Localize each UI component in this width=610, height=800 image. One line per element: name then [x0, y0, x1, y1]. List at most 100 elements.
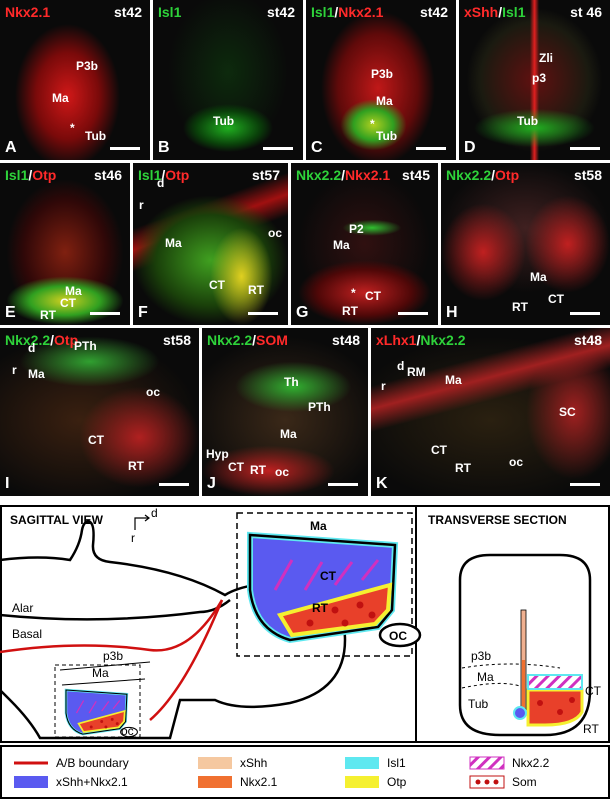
- marker-name: xLhx1: [376, 332, 417, 348]
- region-label: CT: [228, 460, 244, 474]
- axis-arrows: [134, 514, 150, 530]
- rt-region: [526, 688, 584, 727]
- region-label: r: [381, 379, 386, 393]
- legend-label: Nkx2.2: [512, 756, 550, 770]
- t-label-tub: Tub: [468, 697, 489, 711]
- panel-markers: xLhx1/Nkx2.2: [376, 333, 466, 347]
- stage-label: st57: [251, 167, 280, 183]
- marker-name: Isl1: [158, 4, 182, 20]
- region-label: d: [397, 359, 405, 373]
- marker-name: Nkx2.2: [446, 167, 492, 183]
- region-label: P3b: [371, 67, 394, 81]
- transverse-title: TRANSVERSE SECTION: [428, 513, 567, 527]
- scale-bar: [248, 312, 278, 315]
- region-label: oc: [146, 385, 161, 399]
- label-p3b: p3b: [103, 649, 123, 663]
- marker-name: /: [491, 167, 496, 183]
- region-label: RT: [128, 459, 144, 473]
- stage-label: st58: [162, 332, 191, 348]
- marker-name: Isl1: [311, 4, 335, 20]
- inset-ct: CT: [320, 569, 337, 583]
- region-label: RT: [248, 283, 264, 297]
- stage-label: st45: [401, 167, 430, 183]
- region-label: CT: [548, 292, 564, 306]
- region-label: CT: [365, 289, 381, 303]
- legend-swatch: [198, 757, 232, 769]
- region-label: Tub: [376, 129, 398, 143]
- scale-bar: [570, 312, 600, 315]
- image-panel: Nkx2.1 st42 A P3b Ma * Tub: [0, 0, 150, 160]
- region-label: Ma: [530, 270, 547, 284]
- ab-boundary: [0, 599, 224, 654]
- marker-name: /: [334, 4, 339, 20]
- region-label: Ma: [376, 94, 393, 108]
- panel-markers: Nkx2.2/Nkx2.1: [296, 168, 390, 182]
- scale-bar: [398, 312, 428, 315]
- scale-bar: [416, 147, 446, 150]
- marker-name: SOM: [256, 332, 288, 348]
- scale-bar: [263, 147, 293, 150]
- panel-markers: Isl1/Nkx2.1: [311, 5, 383, 19]
- region-label: RT: [40, 308, 56, 322]
- zoom-box: [54, 664, 141, 738]
- panel-letter: A: [5, 139, 17, 156]
- legend-swatch: [469, 756, 505, 770]
- region-label: PTh: [308, 400, 331, 414]
- sulcus: [0, 599, 231, 621]
- schematic-frame: [0, 505, 610, 743]
- section-boundaries: [461, 663, 561, 689]
- marker-name: Nkx2.1: [338, 4, 384, 20]
- scale-bar: [570, 147, 600, 150]
- region-label: oc: [268, 226, 283, 240]
- brain-outline: [0, 520, 347, 740]
- marker-name: Otp: [165, 167, 190, 183]
- marker-name: Isl1: [5, 167, 29, 183]
- image-panel: xShh/Isl1 st 46 D Zli p3 Tub: [459, 0, 610, 160]
- panel-markers: Isl1/Otp: [5, 168, 56, 182]
- region-label: Ma: [165, 236, 182, 250]
- region-label: Th: [284, 375, 299, 389]
- region-label: Zli: [539, 51, 553, 65]
- mini-wedge: [64, 688, 139, 738]
- legend-swatch: [198, 776, 232, 788]
- legend-label: xShh: [240, 756, 267, 770]
- panel-letter: H: [446, 304, 458, 321]
- marker-name: /: [50, 332, 55, 348]
- region-label: Tub: [85, 129, 107, 143]
- legend-swatch: [345, 757, 379, 769]
- panel-letter: J: [207, 475, 216, 492]
- panel-markers: Isl1/Otp: [138, 168, 189, 182]
- panel-letter: G: [296, 304, 309, 321]
- marker-name: Nkx2.2: [296, 167, 342, 183]
- panel-letter: F: [138, 304, 148, 321]
- legend-label: xShh+Nkx2.1: [56, 775, 128, 789]
- marker-name: /: [498, 4, 503, 20]
- region-label: Hyp: [206, 447, 229, 461]
- marker-name: Nkx2.2: [207, 332, 253, 348]
- image-panel: Isl1 st42 B Tub: [153, 0, 303, 160]
- panel-letter: K: [376, 475, 388, 492]
- stage-label: st42: [266, 4, 295, 20]
- region-label: Ma: [52, 91, 69, 105]
- xshh-midline: [520, 609, 527, 711]
- panel-markers: xShh/Isl1: [464, 5, 525, 19]
- stage-label: st42: [419, 4, 448, 20]
- panel-markers: Isl1: [158, 5, 181, 19]
- region-label: PTh: [74, 339, 97, 353]
- scale-bar: [570, 483, 600, 486]
- marker-name: Isl1: [138, 167, 162, 183]
- marker-name: /: [416, 332, 421, 348]
- ab-boundary-ventral: [149, 599, 224, 721]
- scale-bar: [110, 147, 140, 150]
- inset-box: [236, 512, 413, 657]
- legend-label: Nkx2.1: [240, 775, 278, 789]
- panel-letter: C: [311, 139, 323, 156]
- scale-bar: [328, 483, 358, 486]
- legend-label: Som: [512, 775, 537, 789]
- label-alar: Alar: [12, 601, 33, 615]
- ma-line: [61, 678, 146, 686]
- panel-markers: Nkx2.1: [5, 5, 50, 19]
